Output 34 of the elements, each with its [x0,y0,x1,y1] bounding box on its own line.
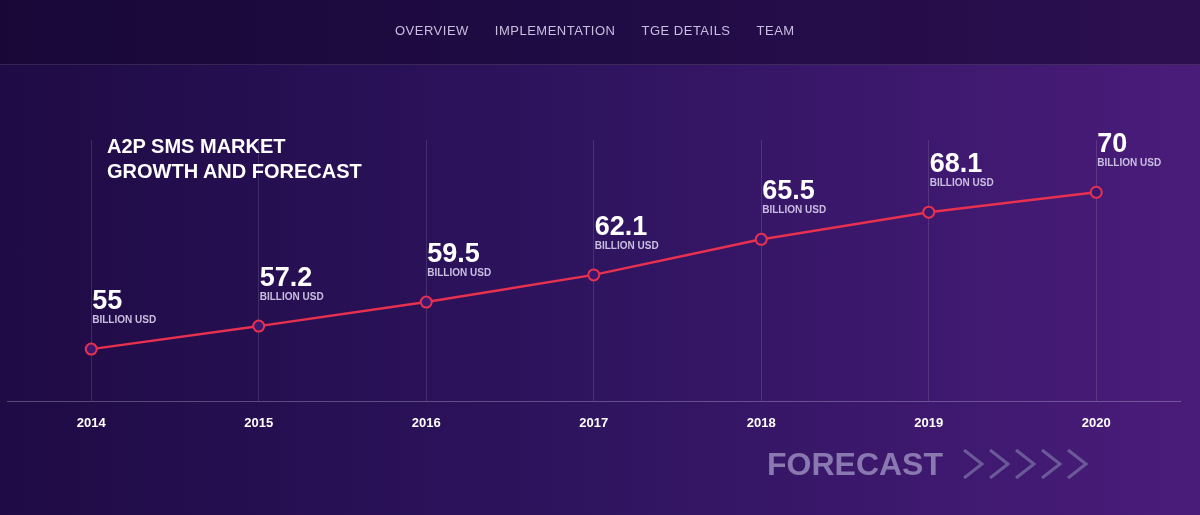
x-tick-label: 2017 [579,414,609,430]
point [1089,185,1103,199]
point [419,295,433,309]
text: TEAM [756,23,795,38]
annotation: BILLION USD [762,204,827,216]
x-tick-label: 2015 [244,414,274,430]
annotation: BILLION USD [92,314,157,326]
point [252,319,266,333]
data-label: 59.5 [427,238,480,269]
point [922,205,936,219]
x-tick-label: 2019 [914,414,944,430]
chart-title: A2P SMS MARKET GROWTH AND FORECAST [107,134,362,184]
text: FORECAST [767,446,943,483]
text: OVERVIEW [395,23,469,38]
annotation: BILLION USD [427,267,492,279]
point [84,342,98,356]
annotation: BILLION USD [1097,157,1162,169]
data-label: 65.5 [762,175,815,206]
data-label: 68.1 [929,148,983,179]
text: IMPLEMENTATION [494,23,616,38]
annotation: BILLION USD [594,239,659,251]
point [587,268,601,282]
text: TGE DETAILS [641,23,731,38]
point [754,232,768,246]
x-tick-label: 2016 [411,414,441,430]
x-tick-label: 2014 [76,414,107,430]
data-label: 62.1 [594,210,648,241]
data-label: 55 [92,285,123,316]
data-label: 57.2 [259,262,313,293]
x-tick-label: 2018 [746,414,776,430]
annotation: BILLION USD [929,177,994,189]
annotation: BILLION USD [259,291,324,303]
x-tick-label: 2020 [1081,414,1111,430]
data-label: 70 [1097,128,1128,159]
